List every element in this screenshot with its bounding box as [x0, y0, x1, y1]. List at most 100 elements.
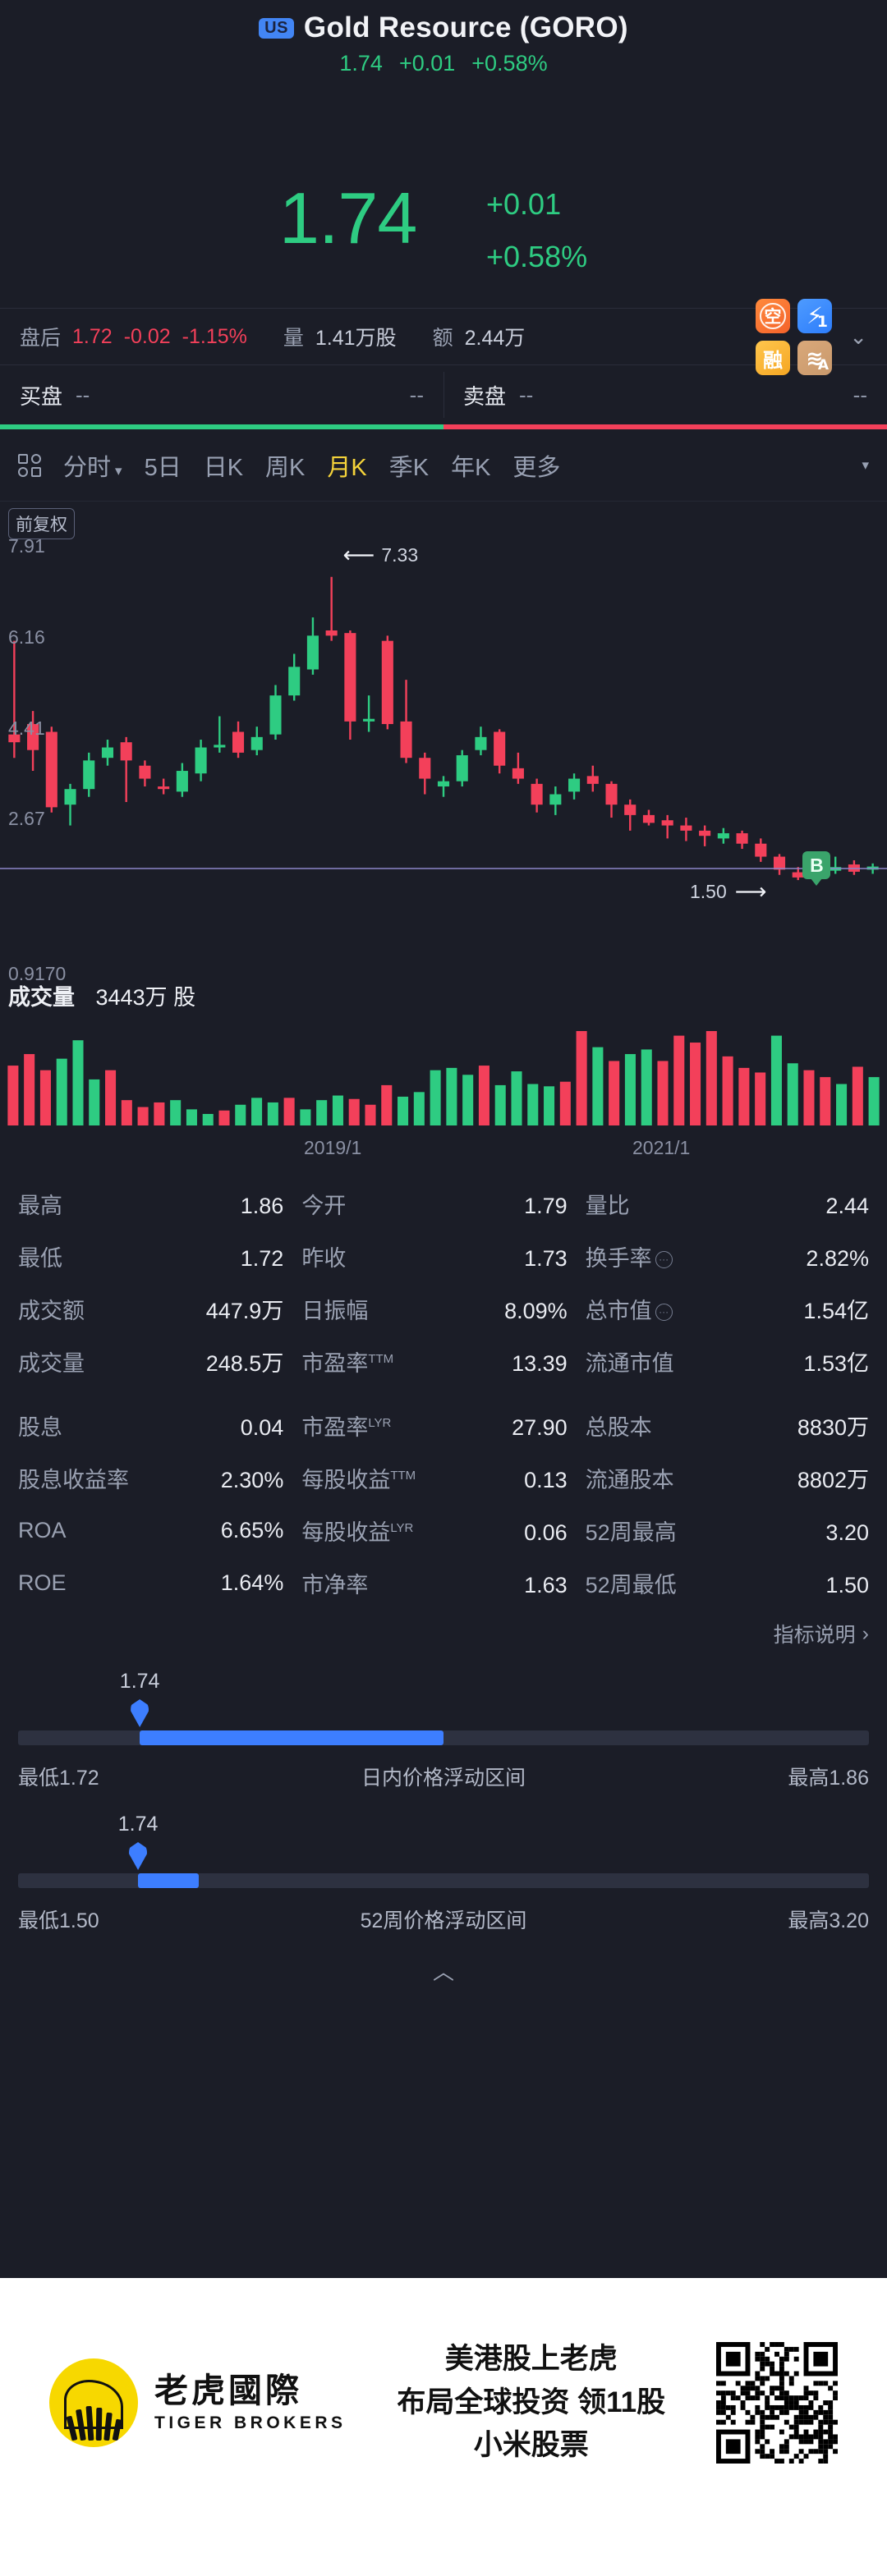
info-icon[interactable]: ··· [655, 1303, 673, 1321]
slider-low-label: 最低1.72 [18, 1767, 99, 1790]
stat-key: 昨收 [301, 1245, 347, 1271]
arrow-left-icon: ⟵ [342, 542, 375, 567]
stat-value: 2.44 [825, 1193, 869, 1218]
price-block: 1.74 +0.01 +0.58% 空 ⚡ 1 融 ≋ A [0, 123, 887, 375]
tiger-head-icon [49, 2358, 138, 2447]
buy-marker[interactable]: B [802, 851, 831, 880]
slider-track[interactable] [18, 1730, 869, 1745]
stat-cell[interactable]: 换手率 ··· 2.82% [586, 1240, 869, 1272]
lightning-level-badge[interactable]: ⚡ 1 [797, 299, 832, 333]
stat-key-superscript: TTM [390, 1468, 416, 1483]
bid-price: -- [76, 382, 90, 407]
tab-quarterly-k[interactable]: 季K [388, 454, 430, 481]
stat-value: 6.65% [220, 1517, 284, 1542]
level-a-badge[interactable]: ≋ A [797, 341, 832, 375]
adjustment-badge[interactable]: 前复权 [8, 508, 75, 539]
table-row: ROA 6.65% 每股收益LYR 0.06 52周最高 3.20 [18, 1504, 869, 1556]
stat-key: 总股本 [585, 1414, 652, 1440]
y-axis-label: 2.67 [8, 807, 45, 829]
divider [0, 308, 887, 309]
chevron-right-icon: › [862, 1621, 869, 1645]
volume-value: 3443万 股 [95, 985, 196, 1010]
table-row: 股息 0.04 市盈率LYR 27.90 总股本 8830万 [18, 1399, 869, 1451]
after-hours-label: 盘后 [20, 327, 62, 350]
collapse-toggle[interactable]: ︿ [432, 1960, 454, 1984]
candles-svg [8, 576, 879, 881]
bid-cell[interactable]: 买盘 -- -- [0, 365, 444, 424]
y-axis-label: 6.16 [8, 626, 45, 648]
ask-label: 卖盘 [463, 383, 507, 409]
tab-weekly-k[interactable]: 周K [265, 454, 306, 481]
slider-handle[interactable] [131, 1699, 149, 1727]
after-hours-amount: 2.44万 [464, 327, 526, 350]
slider-value: 1.74 [119, 1670, 160, 1693]
stat-value: 1.86 [240, 1193, 284, 1218]
price-change-percent: +0.58% [486, 240, 588, 273]
bid-label: 买盘 [20, 383, 63, 409]
market-badge: US [259, 17, 294, 39]
stat-cell: 52周最低 1.50 [586, 1567, 869, 1599]
volume-title: 成交量 3443万 股 [8, 979, 195, 1011]
stat-key-superscript: LYR [368, 1415, 392, 1430]
slider-high-label: 最高3.20 [788, 1909, 869, 1932]
indicator-explanation-link[interactable]: 指标说明 › [0, 1614, 887, 1648]
stat-value: 8802万 [797, 1467, 869, 1492]
stat-cell: 成交额 447.9万 [18, 1293, 301, 1325]
price-change: +0.01 [486, 187, 562, 221]
info-icon[interactable]: ··· [655, 1250, 673, 1268]
stat-key: ROA [18, 1517, 67, 1542]
table-row: 股息收益率 2.30% 每股收益TTM 0.13 流通股本 8802万 [18, 1451, 869, 1504]
after-hours-row[interactable]: 盘后 1.72 -0.02 -1.15% 量 1.41万股 额 2.44万 ⌄ [0, 309, 887, 364]
tab-monthly-k[interactable]: 月K [327, 454, 367, 481]
tiger-brokers-logo: 老虎國際 TIGER BROKERS [49, 2358, 347, 2447]
tab-daily-k[interactable]: 日K [203, 454, 244, 481]
stat-value: 0.06 [524, 1519, 568, 1545]
ask-size: -- [853, 382, 867, 407]
stat-cell: 量比 2.44 [586, 1188, 869, 1220]
after-hours-change: -0.02 [123, 324, 171, 348]
stat-key: 最低 [18, 1245, 62, 1271]
stat-cell: 成交量 248.5万 [18, 1345, 301, 1377]
slider-value: 1.74 [117, 1813, 159, 1836]
stat-cell: 流通市值 1.53亿 [586, 1345, 869, 1377]
promo-banner[interactable]: 老虎國際 TIGER BROKERS 美港股上老虎 布局全球投资 领11股 小米… [0, 2278, 887, 2576]
stat-key: 最高 [18, 1193, 62, 1218]
low-annotation: 1.50 ⟶ [690, 879, 766, 905]
stat-value: 1.79 [524, 1193, 568, 1218]
feature-badges: 空 ⚡ 1 融 ≋ A [756, 299, 832, 375]
stat-cell: 日振幅 8.09% [301, 1293, 585, 1325]
brand-name-cn: 老虎國際 [154, 2371, 302, 2409]
slider-track[interactable] [18, 1873, 869, 1888]
chart-period-tabs: 分时 ▾ 5日 日K 周K 月K 季K 年K 更多 ▾ [0, 429, 887, 502]
stat-value: 3.20 [825, 1519, 869, 1545]
candlestick-chart[interactable]: 前复权 7.91 6.16 4.41 2.67 ⟵ 7.33 B 1.50 ⟶ [0, 502, 887, 961]
chevron-down-icon[interactable]: ▾ [862, 456, 869, 473]
tab-yearly-k[interactable]: 年K [451, 454, 491, 481]
high-annotation-value: 7.33 [381, 543, 419, 566]
change-column: +0.01 +0.58% [486, 187, 587, 274]
tab-more[interactable]: 更多 [512, 454, 561, 481]
bid-ratio-bar [0, 424, 444, 429]
stat-cell: 52周最高 3.20 [586, 1515, 869, 1547]
stat-value: 8830万 [797, 1414, 869, 1440]
price-range-slider-fifty-two-week[interactable]: 1.74 最低1.50 52周价格浮动区间 最高3.20 [0, 1791, 887, 1934]
chevron-down-icon[interactable]: ⌄ [849, 323, 867, 349]
stat-cell[interactable]: 总市值 ··· 1.54亿 [586, 1293, 869, 1325]
stat-value: 1.72 [240, 1245, 284, 1271]
chart-layout-icon[interactable] [18, 453, 41, 477]
y-axis-label: 4.41 [8, 717, 45, 739]
tab-timeshare[interactable]: 分时 ▾ [63, 454, 122, 481]
slider-handle[interactable] [129, 1842, 148, 1870]
stat-value: 1.64% [220, 1570, 284, 1595]
short-sell-badge[interactable]: 空 [756, 299, 790, 333]
stat-key: 股息 [18, 1414, 62, 1440]
stat-cell: 昨收 1.73 [301, 1240, 585, 1272]
margin-badge[interactable]: 融 [756, 341, 790, 375]
volume-chart[interactable]: 0.9170 成交量 3443万 股 2019/1 2021/1 [0, 961, 887, 1162]
qr-code[interactable] [716, 2342, 838, 2464]
ask-cell[interactable]: 卖盘 -- -- [444, 365, 887, 424]
stat-cell: 市净率 1.63 [301, 1567, 585, 1599]
divider [0, 364, 887, 365]
tab-5day[interactable]: 5日 [144, 454, 182, 481]
price-range-slider-intraday[interactable]: 1.74 最低1.72 日内价格浮动区间 最高1.86 [0, 1648, 887, 1791]
